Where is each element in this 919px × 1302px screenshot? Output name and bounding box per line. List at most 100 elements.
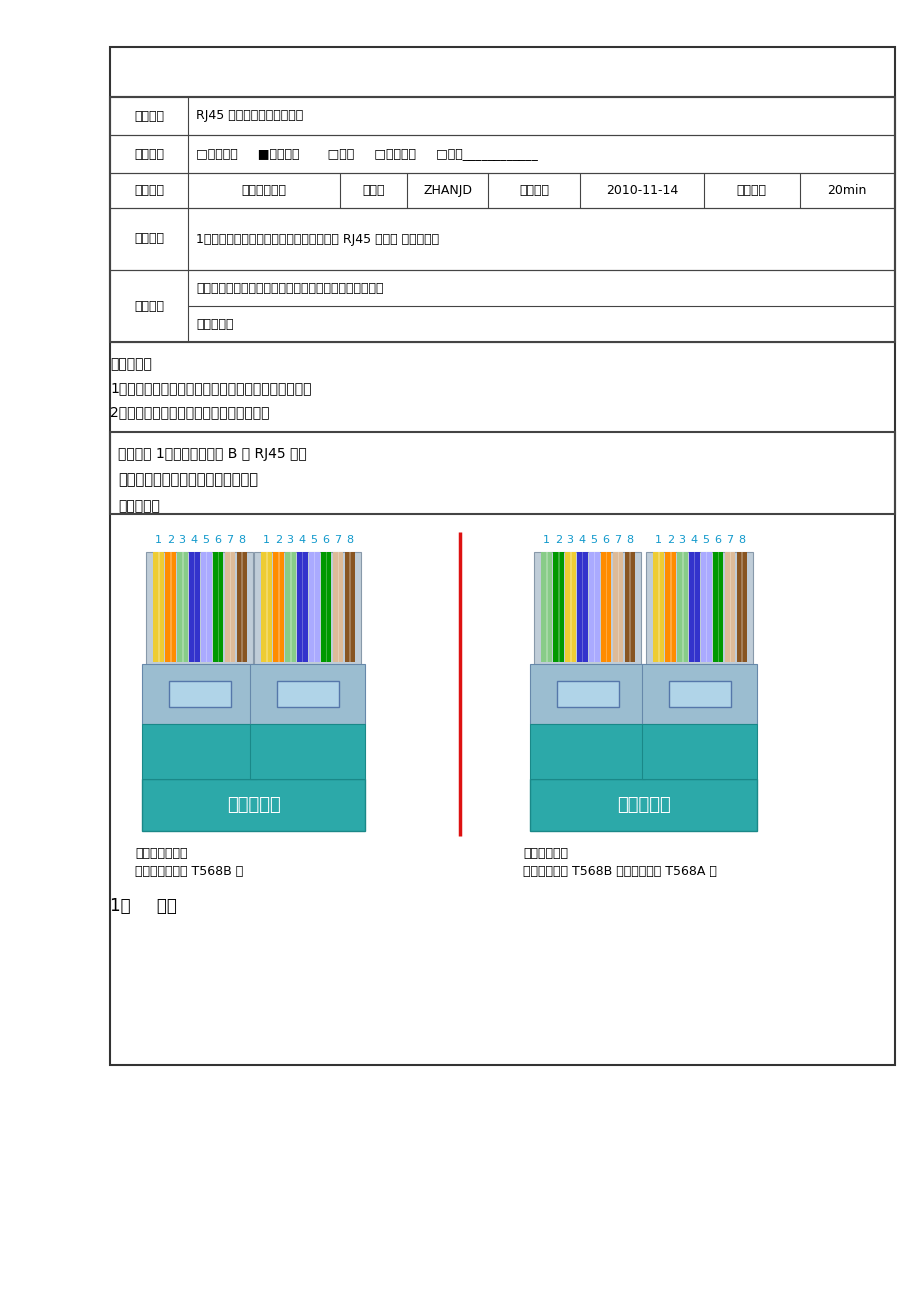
- Text: 1、     剥皮: 1、 剥皮: [110, 897, 176, 915]
- Text: 预计用时: 预计用时: [736, 184, 766, 197]
- Text: 7: 7: [725, 535, 732, 546]
- Bar: [669, 552, 671, 661]
- Bar: [729, 552, 731, 661]
- Bar: [110, 47, 894, 1065]
- Text: 5: 5: [202, 535, 210, 546]
- Text: 7: 7: [334, 535, 341, 546]
- Text: 实验目的：: 实验目的：: [110, 357, 152, 371]
- Bar: [321, 552, 331, 661]
- Text: 实验平台: 实验平台: [134, 299, 164, 312]
- Bar: [705, 552, 707, 661]
- Bar: [169, 681, 231, 707]
- Bar: [345, 552, 355, 661]
- Bar: [230, 552, 231, 661]
- Bar: [605, 552, 607, 661]
- Bar: [641, 664, 756, 724]
- Bar: [652, 552, 664, 661]
- Bar: [646, 552, 753, 667]
- Bar: [142, 779, 365, 831]
- Bar: [142, 664, 257, 724]
- Bar: [158, 552, 160, 661]
- Text: 1: 1: [654, 535, 661, 546]
- Bar: [564, 552, 575, 661]
- Bar: [541, 552, 551, 661]
- Text: 4: 4: [190, 535, 198, 546]
- Text: 撰写人: 撰写人: [362, 184, 384, 197]
- Bar: [146, 552, 254, 667]
- Bar: [688, 552, 699, 661]
- Bar: [261, 552, 272, 661]
- Bar: [576, 552, 587, 661]
- Text: 4: 4: [690, 535, 697, 546]
- Text: 实验类型: 实验类型: [134, 147, 164, 160]
- Text: 二、交叉互连: 二、交叉互连: [522, 848, 567, 861]
- Text: 1: 1: [154, 535, 162, 546]
- Bar: [556, 681, 618, 707]
- Text: 网线的一端按 T568B 接，另一端按 T568A 接: 网线的一端按 T568B 接，另一端按 T568A 接: [522, 865, 716, 878]
- Text: 3: 3: [678, 535, 685, 546]
- Bar: [588, 552, 599, 661]
- Bar: [153, 552, 164, 661]
- Text: 2、要求学员熟练使用工具制作网络模块。: 2、要求学员熟练使用工具制作网络模块。: [110, 405, 269, 419]
- Text: 1、工程师在日常服务过程中使用工具制作 RJ45 水晶头 和网络模块: 1、工程师在日常服务过程中使用工具制作 RJ45 水晶头 和网络模块: [196, 233, 438, 246]
- Bar: [110, 432, 894, 514]
- Bar: [641, 724, 756, 779]
- Text: 1: 1: [542, 535, 550, 546]
- Bar: [255, 552, 361, 667]
- Text: T568B: T568B: [680, 687, 718, 700]
- Bar: [534, 552, 641, 667]
- Text: 知识来源: 知识来源: [134, 184, 164, 197]
- Bar: [724, 552, 734, 661]
- Text: 5: 5: [310, 535, 317, 546]
- Bar: [170, 552, 172, 661]
- Text: 撰写时间: 撰写时间: [519, 184, 549, 197]
- Text: 1、要求学员熟练使用工具制作直连网线与交叉网线。: 1、要求学员熟练使用工具制作直连网线与交叉网线。: [110, 381, 312, 395]
- Bar: [530, 779, 756, 831]
- Text: 5: 5: [702, 535, 709, 546]
- Bar: [206, 552, 207, 661]
- Text: 操作步骤：: 操作步骤：: [118, 499, 160, 513]
- Text: RJ45 水晶头和网络模块制作: RJ45 水晶头和网络模块制作: [196, 109, 303, 122]
- Bar: [629, 552, 630, 661]
- Text: 2: 2: [554, 535, 562, 546]
- Bar: [664, 552, 675, 661]
- Text: 6: 6: [322, 535, 329, 546]
- Bar: [333, 552, 343, 661]
- Bar: [289, 552, 291, 661]
- Bar: [693, 552, 695, 661]
- Text: 直连互联法: 直连互联法: [227, 796, 280, 814]
- Bar: [194, 552, 195, 661]
- Bar: [110, 98, 894, 342]
- Bar: [676, 552, 687, 661]
- Bar: [165, 552, 176, 661]
- Bar: [681, 552, 683, 661]
- Text: 实验名称: 实验名称: [134, 109, 164, 122]
- Text: 网线的两端均按 T568B 接: 网线的两端均按 T568B 接: [135, 865, 243, 878]
- Text: T568A: T568A: [569, 687, 607, 700]
- Bar: [349, 552, 350, 661]
- Bar: [278, 552, 279, 661]
- Bar: [546, 552, 547, 661]
- Text: 3: 3: [287, 535, 293, 546]
- Bar: [273, 552, 284, 661]
- Text: T568B: T568B: [289, 687, 326, 700]
- Bar: [593, 552, 595, 661]
- Text: 目标达成：完成网线制作并测试连通: 目标达成：完成网线制作并测试连通: [118, 473, 257, 487]
- Text: 交叉互联法: 交叉互联法: [617, 796, 670, 814]
- Bar: [337, 552, 339, 661]
- Bar: [250, 664, 365, 724]
- Text: □操作系统     ■网络基础       □外设     □应用软件     □其他____________: □操作系统 ■网络基础 □外设 □应用软件 □其他____________: [196, 147, 538, 160]
- Text: 《网络基础》: 《网络基础》: [242, 184, 286, 197]
- Text: ZHANJD: ZHANJD: [423, 184, 471, 197]
- Bar: [736, 552, 746, 661]
- Bar: [313, 552, 315, 661]
- Bar: [301, 552, 303, 661]
- Bar: [717, 552, 719, 661]
- Bar: [570, 552, 571, 661]
- Text: 1: 1: [263, 535, 269, 546]
- Text: 6: 6: [602, 535, 608, 546]
- Text: 6: 6: [713, 535, 720, 546]
- Text: 20min: 20min: [827, 184, 866, 197]
- Text: 2: 2: [275, 535, 281, 546]
- Bar: [582, 552, 583, 661]
